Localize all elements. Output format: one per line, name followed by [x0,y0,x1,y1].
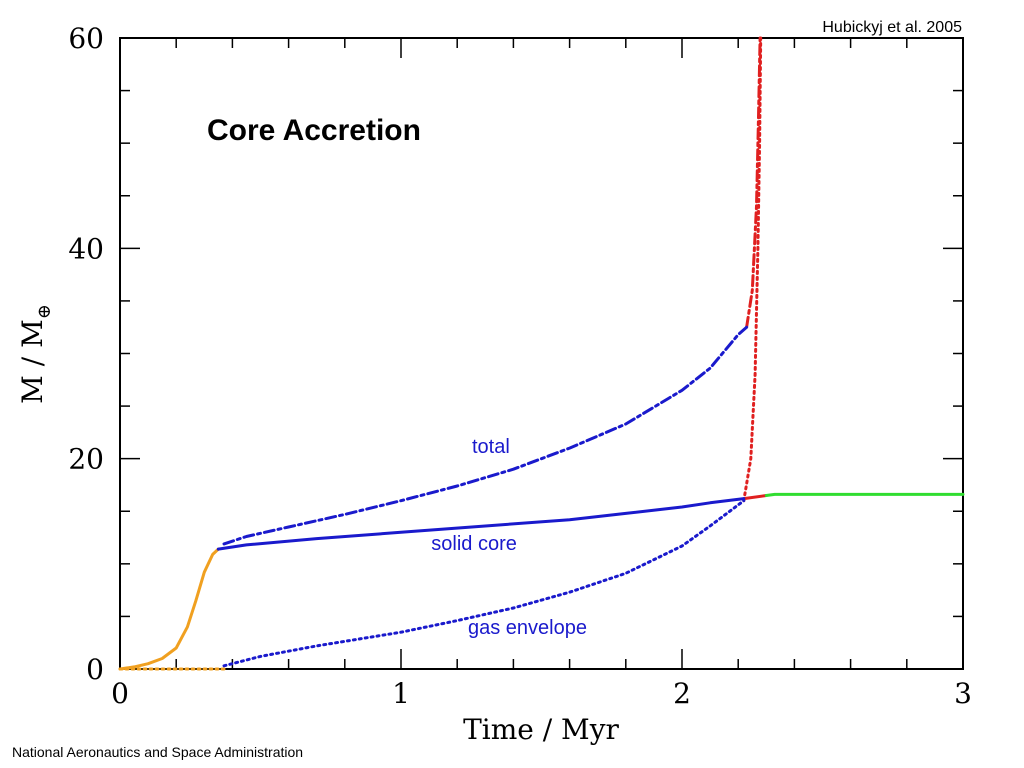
footer-credit: National Aeronautics and Space Administr… [12,744,304,760]
solid-core-curve [216,497,746,551]
y-axis-title: M / M⊕ [16,304,55,404]
total-label: total [472,436,510,458]
segment-curve-4 [742,36,763,503]
total-curve [222,325,749,546]
y-tick-label: 0 [86,653,104,686]
curve-labels: total solid core gas envelope [431,436,587,639]
axis-ticks: 0 1 2 3 0 20 40 60 [68,22,972,710]
x-tick-label: 0 [111,677,129,710]
x-axis-title: Time / Myr [463,713,619,746]
y-tick-label: 60 [68,22,104,55]
segment-curve-5 [764,492,965,497]
segment-curve-2 [742,494,768,501]
y-axis-title-group: M / M⊕ [16,304,55,404]
y-tick-label: 20 [68,443,104,476]
y-axis-title-sub: ⊕ [34,304,55,319]
x-tick-label: 1 [392,677,410,710]
x-tick-label: 2 [673,677,691,710]
chart-title: Core Accretion [207,114,421,147]
segment-curve-0 [118,547,220,671]
x-tick-label: 3 [954,677,972,710]
credit-label: Hubickyj et al. 2005 [822,19,962,36]
gas-envelope-curve [222,499,746,668]
gas-envelope-label: gas envelope [468,617,587,639]
data-curves [118,36,965,671]
y-axis-title-main: M / M [16,319,49,404]
solid-core-label: solid core [431,533,517,555]
y-tick-label: 40 [68,232,104,265]
